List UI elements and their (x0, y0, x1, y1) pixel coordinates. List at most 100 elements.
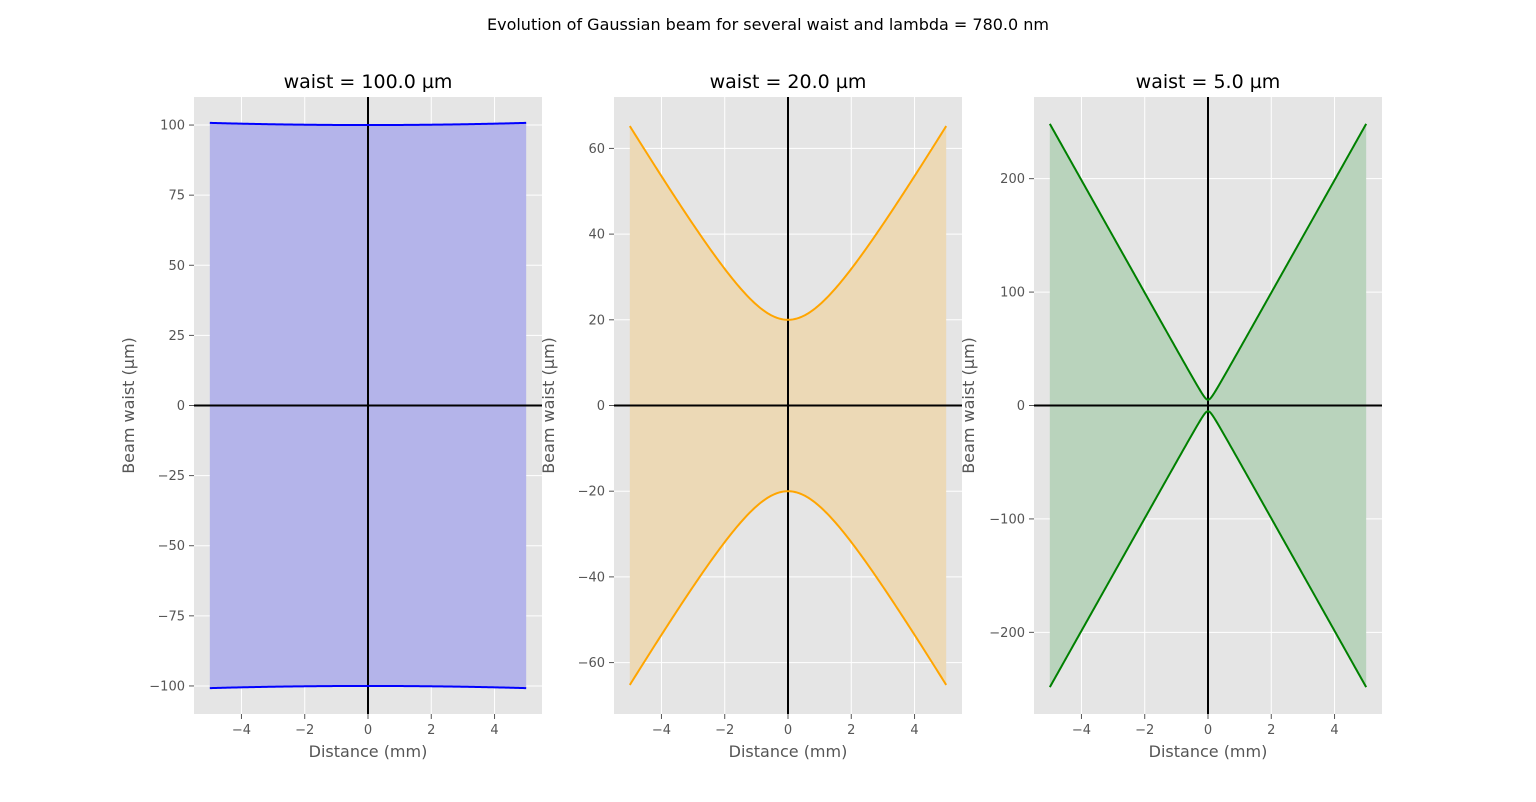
data-point (818, 503, 820, 505)
upper-beam-line (628, 125, 948, 321)
x-tick-label: 4 (1330, 723, 1338, 738)
x-tick-label: −2 (295, 723, 314, 738)
data-point (1175, 461, 1177, 463)
y-tick-label: 60 (588, 142, 605, 157)
data-point (1080, 179, 1082, 181)
data-point (882, 223, 884, 225)
data-point (660, 634, 662, 636)
data-point (1207, 399, 1209, 401)
upper-beam-line (1048, 123, 1368, 401)
data-point (1207, 410, 1209, 412)
x-tick-label: 0 (784, 723, 792, 738)
data-point (1238, 461, 1240, 463)
data-point (1144, 517, 1146, 519)
y-tick-label: 0 (597, 399, 605, 414)
data-point (1238, 348, 1240, 350)
x-tick-label: −2 (715, 723, 734, 738)
upper-beam-line (209, 121, 527, 127)
data-point (1080, 630, 1082, 632)
data-point (525, 687, 527, 689)
data-point (1270, 517, 1272, 519)
data-point (913, 175, 915, 177)
data-point (945, 125, 947, 127)
data-point (660, 175, 662, 177)
x-axis-label: Distance (mm) (729, 742, 848, 761)
y-tick-label: −60 (578, 656, 605, 671)
data-point (724, 540, 726, 542)
subplot-title: waist = 100.0 µm (284, 71, 453, 93)
data-point (850, 540, 852, 542)
data-point (1175, 348, 1177, 350)
data-point (240, 122, 242, 124)
y-axis-label: Beam waist (µm) (119, 337, 138, 474)
y-tick-label: 50 (168, 259, 185, 274)
data-point (398, 685, 400, 687)
x-tick-label: −4 (652, 723, 671, 738)
figure-suptitle: Evolution of Gaussian beam for several w… (487, 15, 1049, 34)
data-point (525, 121, 527, 123)
x-tick-label: −4 (1072, 723, 1091, 738)
data-point (493, 686, 495, 688)
y-tick-label: 100 (1000, 286, 1025, 301)
x-tick-label: 2 (1267, 723, 1275, 738)
data-point (304, 685, 306, 687)
data-point (462, 686, 464, 688)
y-tick-label: −100 (149, 679, 185, 694)
data-point (882, 586, 884, 588)
x-tick-label: −2 (1135, 723, 1154, 738)
x-tick-label: 2 (427, 723, 435, 738)
data-point (430, 123, 432, 125)
data-point (755, 305, 757, 307)
data-point (1112, 573, 1114, 575)
subplot-title: waist = 5.0 µm (1136, 71, 1281, 93)
data-point (272, 686, 274, 688)
y-tick-label: −20 (578, 485, 605, 500)
y-tick-label: −200 (989, 626, 1025, 641)
data-point (1333, 630, 1335, 632)
data-point (1049, 123, 1051, 125)
y-tick-label: 20 (588, 313, 605, 328)
y-tick-label: −100 (989, 512, 1025, 527)
data-point (724, 268, 726, 270)
y-tick-label: −40 (578, 570, 605, 585)
y-tick-label: 100 (160, 119, 185, 134)
x-tick-label: 0 (364, 723, 372, 738)
data-point (272, 123, 274, 125)
subplot-3: −4 −2 0 2 4 −200 −100 0 100 200 waist = 5.0 µm Dist… (959, 71, 1382, 761)
data-point (692, 223, 694, 225)
data-point (430, 685, 432, 687)
lower-beam-line (209, 684, 527, 690)
y-tick-label: 40 (588, 228, 605, 243)
data-point (913, 634, 915, 636)
x-tick-label: −4 (232, 723, 251, 738)
data-point (1302, 235, 1304, 237)
data-point (209, 687, 211, 689)
data-point (1112, 235, 1114, 237)
data-point (1365, 686, 1367, 688)
subplot-1: −4 −2 0 2 4 −100 −75 −50 −25 0 25 50 75 100 waist = 10… (119, 71, 542, 761)
data-point (1049, 686, 1051, 688)
y-axis-label: Beam waist (µm) (539, 337, 558, 474)
data-point (493, 122, 495, 124)
lower-beam-line (628, 490, 948, 686)
data-point (240, 686, 242, 688)
data-point (1144, 291, 1146, 293)
data-point (209, 121, 211, 123)
y-tick-label: −50 (158, 539, 185, 554)
data-point (1302, 573, 1304, 575)
x-tick-label: 2 (847, 723, 855, 738)
data-point (692, 586, 694, 588)
subplot-title: waist = 20.0 µm (710, 71, 867, 93)
lower-beam-line (1048, 410, 1368, 688)
y-tick-label: −25 (158, 469, 185, 484)
y-tick-label: 0 (1017, 399, 1025, 414)
data-point (755, 503, 757, 505)
x-tick-label: 4 (490, 723, 498, 738)
data-point (1270, 291, 1272, 293)
y-axis-label: Beam waist (µm) (959, 337, 978, 474)
data-point (398, 124, 400, 126)
data-point (1333, 179, 1335, 181)
